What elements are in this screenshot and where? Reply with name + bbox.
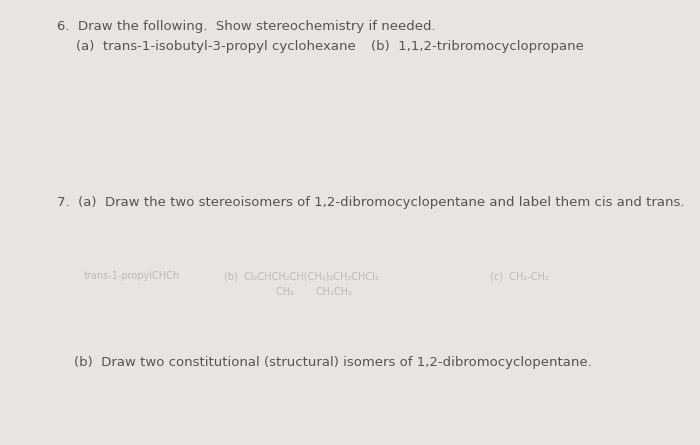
Text: CH₂       CH₂CH₂: CH₂ CH₂CH₂ [276,287,352,297]
Text: 7.  (a)  Draw the two stereoisomers of 1,2-dibromocyclopentane and label them ci: 7. (a) Draw the two stereoisomers of 1,2… [57,196,685,209]
Text: (c)  CH₂-CH₂: (c) CH₂-CH₂ [490,271,549,281]
Text: 6.  Draw the following.  Show stereochemistry if needed.: 6. Draw the following. Show stereochemis… [57,20,436,33]
Text: (b)  1,1,2-tribromocyclopropane: (b) 1,1,2-tribromocyclopropane [371,40,584,53]
Text: (b)  Draw two constitutional (structural) isomers of 1,2-dibromocyclopentane.: (b) Draw two constitutional (structural)… [57,356,592,369]
Text: trans-1-propylCHCh: trans-1-propylCHCh [84,271,180,281]
Text: (a)  trans-1-isobutyl-3-propyl cyclohexane: (a) trans-1-isobutyl-3-propyl cyclohexan… [76,40,356,53]
Text: (b)  Cl₂CHCH₂CH(CH₂)₂CH₂CHCl₂: (b) Cl₂CHCH₂CH(CH₂)₂CH₂CHCl₂ [224,271,379,281]
